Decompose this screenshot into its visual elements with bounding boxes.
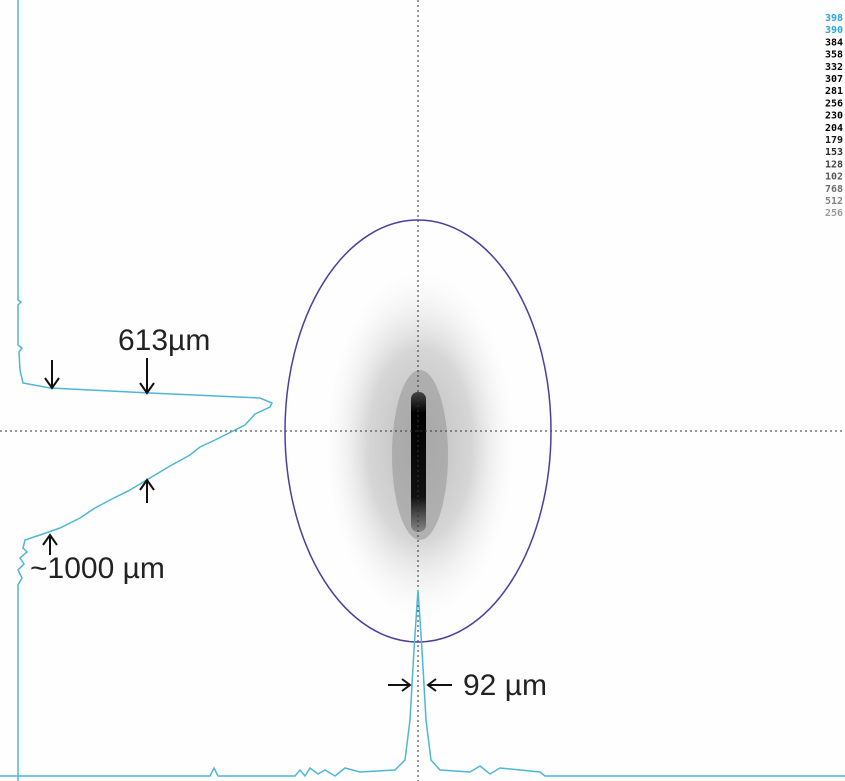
scale-label: 358: [825, 50, 843, 61]
scale-label: 102: [825, 172, 843, 183]
scale-label: 256: [825, 98, 843, 109]
annotation: 92 µm: [463, 669, 547, 702]
scale-label: 256: [825, 208, 843, 219]
scale-label: 307: [825, 74, 843, 85]
beam-profile-view: 613µm ~1000 µm 92 µm 3983903843583323072…: [0, 0, 845, 781]
scale-label: 512: [825, 196, 843, 207]
scale-label: 179: [825, 135, 843, 146]
scale-label: 768: [825, 184, 843, 195]
annotation: 613µm: [118, 324, 210, 357]
annotation: ~1000 µm: [30, 552, 165, 585]
scale-label: 128: [825, 159, 843, 170]
scale-label: 230: [825, 111, 843, 122]
scale-label: 332: [825, 62, 843, 73]
profile-canvas: 613µm ~1000 µm 92 µm 3983903843583323072…: [0, 0, 845, 781]
scale-label: 281: [825, 86, 843, 97]
scale-label: 153: [825, 147, 843, 158]
scale-label: 384: [825, 37, 843, 48]
scale-label: 398: [825, 13, 843, 24]
scale-label: 390: [825, 25, 843, 36]
scale-label: 204: [825, 123, 843, 134]
